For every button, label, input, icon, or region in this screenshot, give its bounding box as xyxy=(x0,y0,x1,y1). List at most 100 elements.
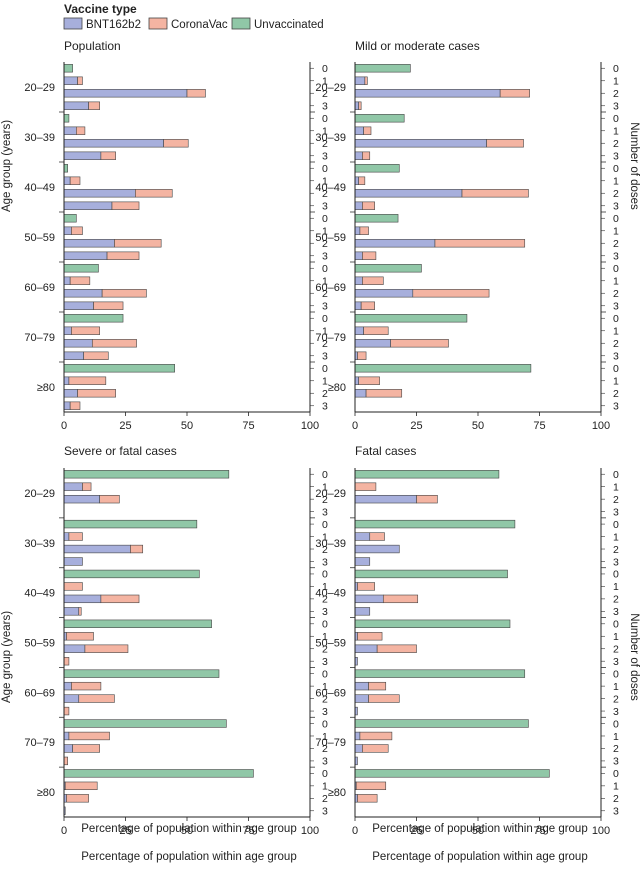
bar-coronavac xyxy=(357,632,383,641)
bar-coronavac xyxy=(416,494,438,504)
dose-label: 1 xyxy=(613,326,619,338)
dose-label: 3 xyxy=(322,401,328,413)
bar-bnt162b2 xyxy=(63,226,72,235)
bar-coronavac xyxy=(358,376,380,385)
bar-unvaccinated xyxy=(354,64,411,73)
bar-bnt162b2 xyxy=(354,289,414,298)
dose-label: 2 xyxy=(322,793,328,805)
dose-label: 1 xyxy=(613,226,619,238)
bar-coronavac xyxy=(499,89,530,98)
dose-label: 3 xyxy=(322,201,328,213)
bar-coronavac xyxy=(376,644,417,653)
bar-unvaccinated xyxy=(354,519,516,529)
bar-coronavac xyxy=(77,389,116,398)
dose-label: 3 xyxy=(613,656,619,668)
chart-panel-1: Mild or moderate cases20–29012330–390123… xyxy=(315,39,619,835)
bar-bnt162b2 xyxy=(354,694,369,703)
dose-label: 3 xyxy=(322,151,328,163)
x-tick-label: 0 xyxy=(61,825,67,837)
bar-bnt162b2 xyxy=(354,101,359,110)
bar-coronavac xyxy=(71,326,100,335)
bar-unvaccinated xyxy=(63,314,124,323)
dose-label: 2 xyxy=(613,138,619,150)
group-separators xyxy=(59,517,315,768)
dose-label: 2 xyxy=(322,88,328,100)
bar-bnt162b2 xyxy=(63,251,108,260)
dose-label: 2 xyxy=(322,388,328,400)
bar-unvaccinated xyxy=(63,669,220,678)
dose-label: 1 xyxy=(613,276,619,288)
dose-label: 3 xyxy=(322,301,328,313)
bar-coronavac xyxy=(68,532,83,541)
bar-coronavac xyxy=(382,594,419,604)
dose-label: 0 xyxy=(613,469,619,481)
bar-bnt162b2 xyxy=(354,176,359,185)
bar-bnt162b2 xyxy=(354,251,363,260)
dose-label: 0 xyxy=(322,569,328,581)
bar-unvaccinated xyxy=(354,264,422,273)
bar-bnt162b2 xyxy=(63,151,102,160)
dose-label: 1 xyxy=(613,76,619,88)
dose-label: 0 xyxy=(322,113,328,125)
category-label: 30–39 xyxy=(24,538,55,550)
bar-coronavac xyxy=(186,89,206,98)
bar-bnt162b2 xyxy=(354,301,362,310)
x-axis-title: Percentage of population within age grou… xyxy=(372,823,587,835)
panels: Population20–29012330–39012340–49012350–… xyxy=(24,39,619,863)
dose-label: 0 xyxy=(613,113,619,125)
bar-bnt162b2 xyxy=(63,101,89,110)
bar-coronavac xyxy=(362,151,371,160)
bar-coronavac xyxy=(63,657,70,666)
dose-label: 0 xyxy=(322,313,328,325)
bar-bnt162b2 xyxy=(354,201,363,210)
category-label: 40–49 xyxy=(24,588,55,600)
dose-label: 2 xyxy=(613,188,619,200)
category-label: 60–69 xyxy=(315,687,346,699)
category-label: 70–79 xyxy=(24,737,55,749)
dose-label: 0 xyxy=(322,668,328,680)
dose-label: 2 xyxy=(322,693,328,705)
dose-label: 1 xyxy=(613,176,619,188)
x-tick-label: 50 xyxy=(472,420,484,432)
x-tick-label: 25 xyxy=(410,420,422,432)
panel-title: Mild or moderate cases xyxy=(355,39,480,53)
bar-coronavac xyxy=(77,76,83,85)
dose-label: 3 xyxy=(613,756,619,768)
bar-coronavac xyxy=(360,301,375,310)
bar-coronavac xyxy=(163,139,189,148)
x-tick-label: 0 xyxy=(352,420,358,432)
bar-coronavac xyxy=(363,326,389,335)
legend-swatch-bnt162b2 xyxy=(63,17,83,30)
bar-bnt162b2 xyxy=(354,731,361,741)
bar-coronavac xyxy=(114,239,162,248)
bar-unvaccinated xyxy=(63,769,254,778)
dose-label: 0 xyxy=(613,363,619,375)
group-separators xyxy=(59,111,315,363)
bar-coronavac xyxy=(358,176,366,185)
category-label: 20–29 xyxy=(315,488,346,500)
x-tick-label: 100 xyxy=(301,825,319,837)
dose-label: 0 xyxy=(613,619,619,631)
dose-label: 0 xyxy=(322,469,328,481)
bar-unvaccinated xyxy=(354,214,399,223)
category-label: 50–59 xyxy=(315,232,346,244)
dose-label: 2 xyxy=(322,338,328,350)
bar-bnt162b2 xyxy=(354,376,359,385)
panel-title: Fatal cases xyxy=(355,444,416,458)
bar-coronavac xyxy=(68,731,110,741)
dose-label: 0 xyxy=(613,263,619,275)
category-label: 50–59 xyxy=(24,232,55,244)
dose-label: 1 xyxy=(322,176,328,188)
panel-title: Severe or fatal cases xyxy=(64,444,177,458)
dose-label: 1 xyxy=(613,531,619,543)
category-label: 70–79 xyxy=(315,737,346,749)
dose-label: 1 xyxy=(322,681,328,693)
dose-label: 0 xyxy=(322,213,328,225)
category-label: 60–69 xyxy=(24,687,55,699)
dose-label: 0 xyxy=(322,718,328,730)
category-label: 50–59 xyxy=(315,638,346,650)
category-label: 30–39 xyxy=(24,132,55,144)
category-label: 70–79 xyxy=(315,332,346,344)
bar-unvaccinated xyxy=(63,164,68,173)
